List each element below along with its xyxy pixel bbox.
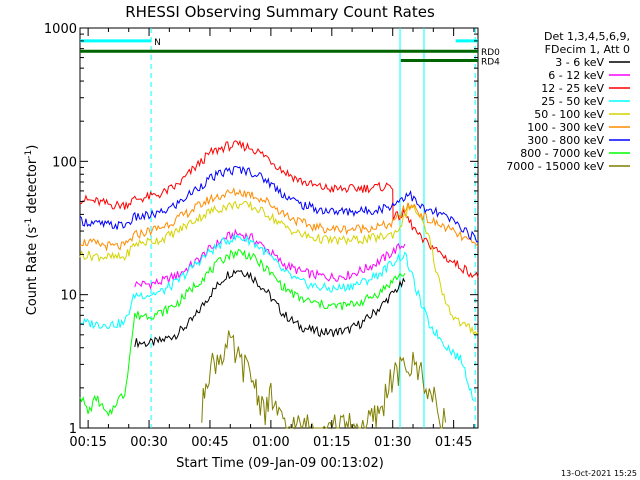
y-axis-label-part-1: -1	[24, 218, 34, 227]
y-axis-label-part-4: )	[25, 145, 40, 150]
legend-label-1: 6 - 12 keV	[548, 69, 604, 82]
legend-label-2: 12 - 25 keV	[541, 82, 604, 95]
plot-frame	[79, 27, 479, 429]
legend-label-8: 7000 - 15000 keV	[506, 160, 604, 173]
x-tick-label-0: 00:15	[69, 435, 106, 450]
x-axis-label: Start Time (09-Jan-09 00:13:02)	[176, 456, 384, 471]
legend-label-0: 3 - 6 keV	[555, 56, 604, 69]
y-axis-label-part-3: -1	[24, 150, 34, 159]
y-tick-label-3: 1000	[44, 22, 77, 37]
legend-header-line-1: FDecim 1, Att 0	[545, 43, 630, 56]
axis-layer: 1 10 100 1000 00:15 00:30 00:45 01:00 01:15 01:30…	[44, 22, 478, 450]
legend-label-7: 800 - 7000 keV	[520, 147, 604, 160]
series-line-6	[79, 165, 479, 243]
y-axis-label-part-0: Count Rate (s	[25, 227, 40, 316]
plot-frame-layer	[79, 27, 479, 429]
series-line-4	[79, 200, 479, 336]
status-bar-label-3: RD4	[481, 58, 500, 68]
x-tick-label-5: 01:30	[374, 435, 411, 450]
x-tick-label-6: 01:45	[435, 435, 472, 450]
status-bar-label-1: RD0	[481, 48, 500, 58]
chart-title: RHESSI Observing Summary Count Rates	[125, 3, 435, 21]
footer-timestamp: 13-Oct-2021 15:25	[561, 469, 637, 478]
series-line-7	[79, 248, 406, 417]
series-line-3	[79, 234, 475, 402]
series-layer	[79, 139, 479, 430]
legend-label-4: 50 - 100 keV	[534, 108, 604, 121]
x-tick-label-4: 01:15	[313, 435, 350, 450]
legend-label-6: 300 - 800 keV	[527, 134, 604, 147]
y-tick-label-1: 10	[60, 289, 77, 304]
y-tick-label-0: 1	[69, 422, 77, 437]
legend: Det 1,3,4,5,6,9,FDecim 1, Att 03 - 6 keV…	[506, 30, 630, 173]
legend-label-3: 25 - 50 keV	[541, 95, 604, 108]
y-tick-label-2: 100	[52, 155, 77, 170]
x-tick-label-2: 00:45	[191, 435, 228, 450]
series-line-2	[79, 139, 479, 279]
status-bar-label-0: N	[154, 38, 161, 48]
legend-header-line-0: Det 1,3,4,5,6,9,	[544, 30, 630, 43]
y-axis-label-part-2: detector	[25, 158, 40, 218]
series-line-0	[134, 269, 406, 349]
x-tick-label-1: 00:30	[130, 435, 167, 450]
series-line-8	[201, 330, 446, 430]
x-tick-label-3: 01:00	[252, 435, 289, 450]
y-axis-label: Count Rate (s-1 detector-1)	[24, 145, 40, 316]
series-line-5	[79, 187, 479, 252]
legend-label-5: 100 - 300 keV	[527, 121, 604, 134]
